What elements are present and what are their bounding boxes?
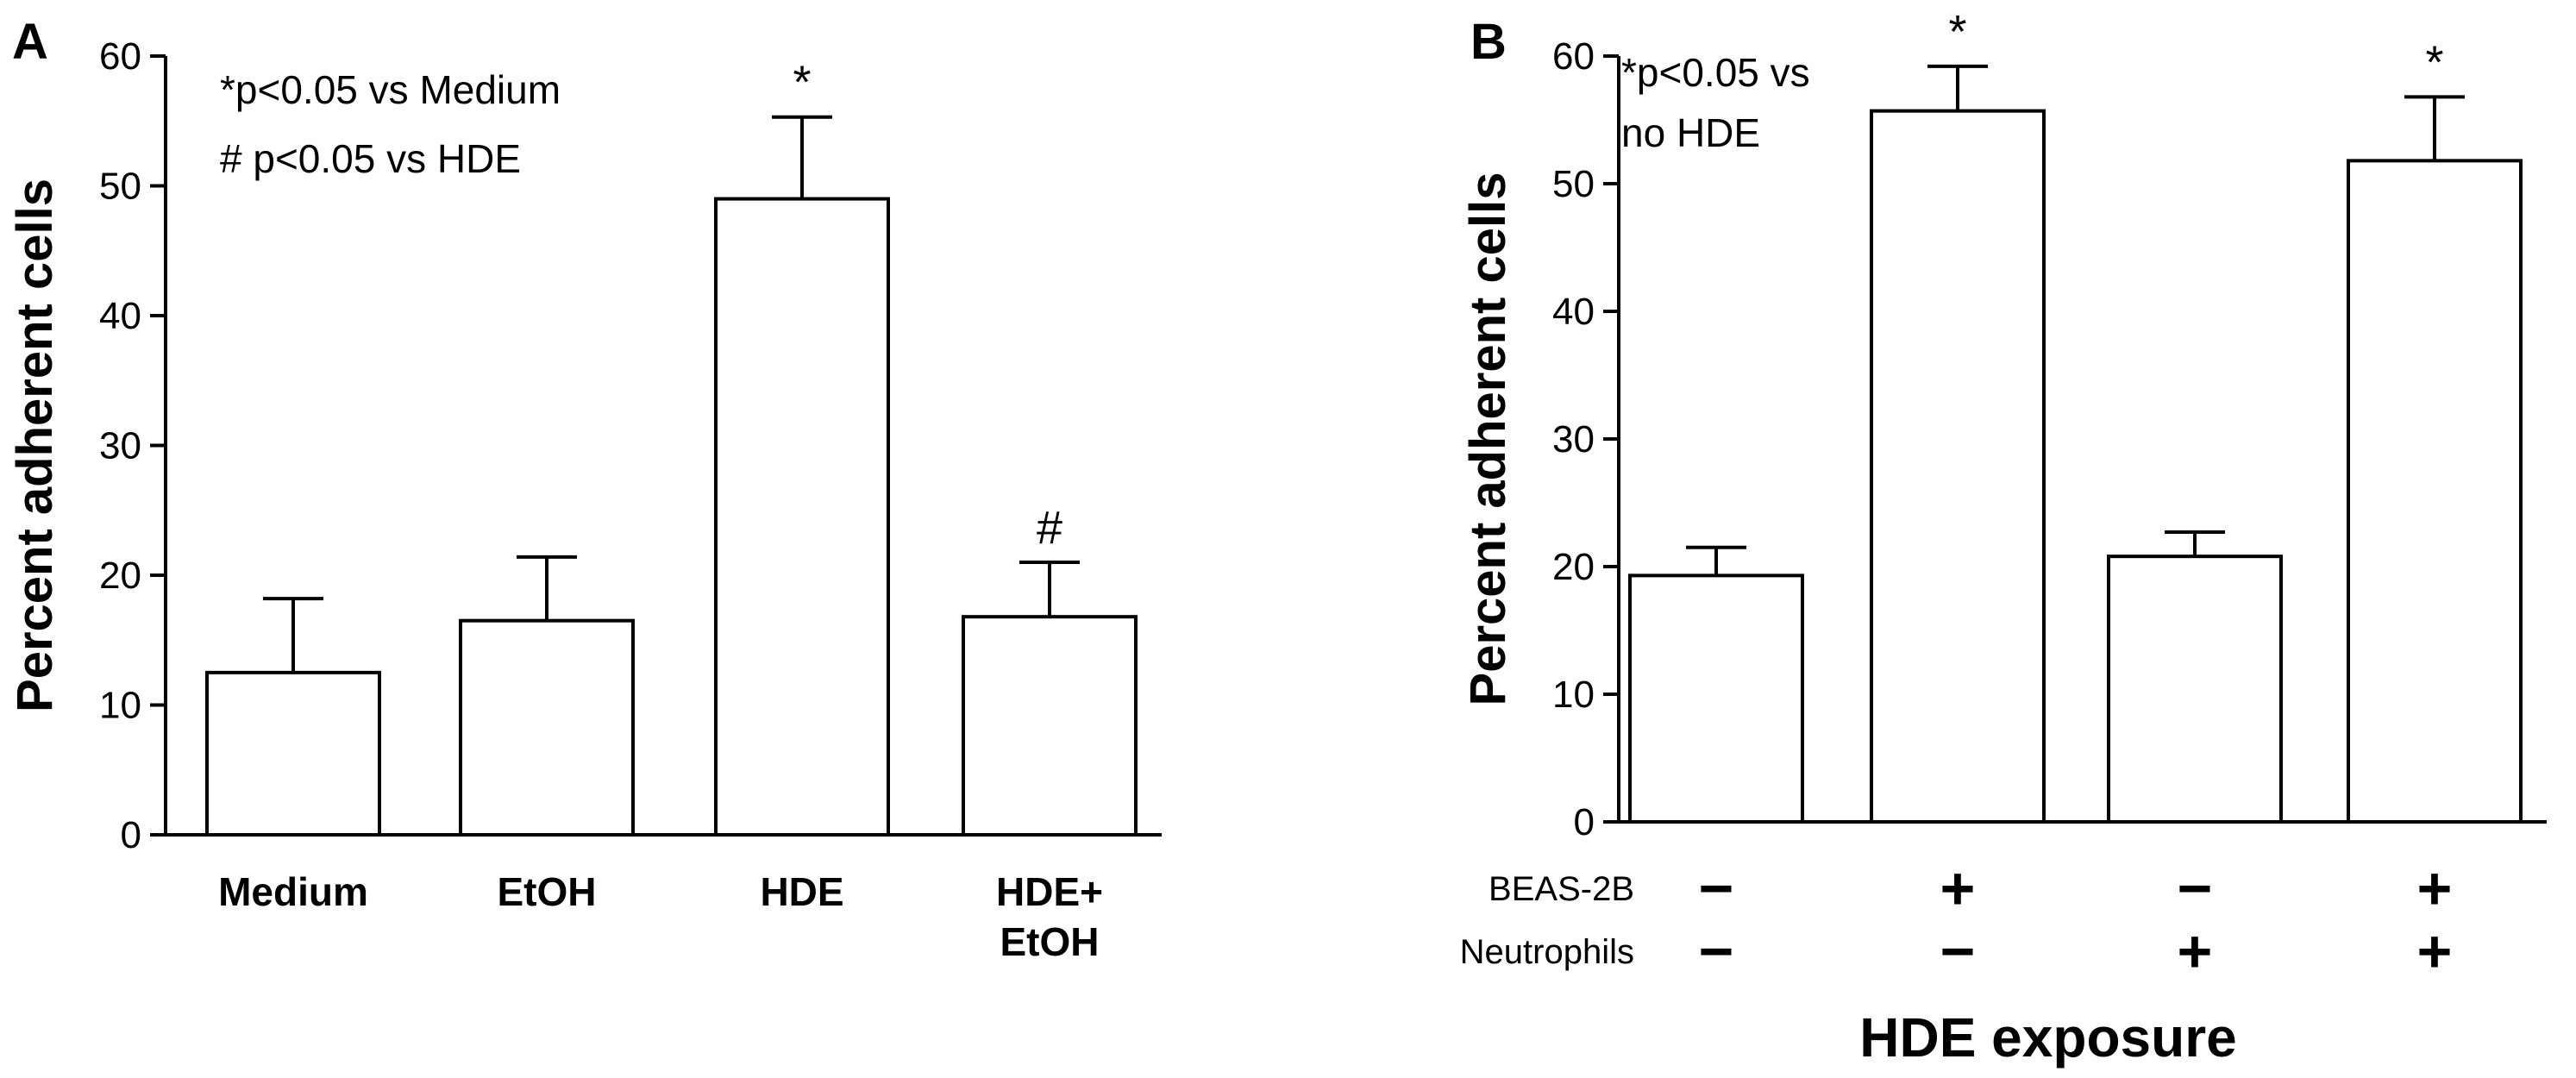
plus-sign: + (1940, 855, 1976, 922)
annotation: # p<0.05 vs HDE (220, 136, 521, 181)
significance-marker: * (1948, 6, 1966, 58)
y-tick-label: 10 (99, 685, 141, 727)
minus-sign: − (1699, 855, 1734, 922)
bar (2107, 555, 2283, 824)
annotation: *p<0.05 vs Medium (220, 67, 561, 112)
bar (714, 197, 890, 837)
y-axis-label: Percent adherent cells (1460, 172, 1516, 706)
significance-marker: * (2425, 36, 2443, 88)
y-tick-label: 60 (1552, 35, 1595, 78)
panel-a: A 0 10 20 30 40 50 60 Percent adherent cells Medi… (7, 14, 1162, 964)
bar (2347, 159, 2523, 824)
y-tick-label: 60 (99, 35, 141, 78)
y-tick-label: 50 (99, 166, 141, 208)
bar (205, 670, 381, 837)
bar (1870, 109, 2046, 824)
minus-sign: − (2178, 855, 2213, 922)
y-tick-label: 30 (99, 425, 141, 467)
bar (962, 615, 1138, 837)
x-axis-label: HDE exposure (1859, 1006, 2236, 1069)
y-tick-label: 40 (99, 295, 141, 337)
plus-sign: + (2417, 918, 2453, 985)
y-tick-label: 50 (1552, 163, 1595, 205)
significance-marker: * (793, 57, 811, 109)
bar (1628, 573, 1804, 824)
category-label: HDE (760, 869, 843, 914)
y-tick-label: 10 (1552, 674, 1595, 716)
panel-letter: B (1470, 14, 1507, 70)
category-label: Medium (218, 869, 368, 914)
plus-sign: + (2417, 855, 2453, 922)
plus-sign: + (2178, 918, 2213, 985)
y-axis-label: Percent adherent cells (7, 179, 63, 712)
annotation: *p<0.05 vs (1621, 50, 1810, 95)
panel-b: B 0 10 20 30 40 50 60 Percent adherent cells * * *p… (1460, 6, 2547, 1069)
y-tick-label: 20 (99, 555, 141, 597)
minus-sign: − (1699, 918, 1734, 985)
y-tick-label: 20 (1552, 546, 1595, 588)
y-tick-label: 30 (1552, 418, 1595, 461)
category-label: HDE+ EtOH (996, 869, 1103, 964)
y-tick-label: 0 (1574, 801, 1595, 843)
condition-row-label: BEAS-2B (1489, 870, 1634, 908)
annotation: no HDE (1621, 110, 1760, 155)
panel-letter: A (12, 14, 48, 70)
category-label: EtOH (498, 869, 597, 914)
significance-marker: # (1037, 502, 1062, 554)
condition-row-label: Neutrophils (1460, 933, 1634, 971)
y-tick-label: 40 (1552, 291, 1595, 333)
y-tick-label: 0 (121, 814, 141, 856)
bar (459, 618, 635, 837)
minus-sign: − (1940, 918, 1976, 985)
